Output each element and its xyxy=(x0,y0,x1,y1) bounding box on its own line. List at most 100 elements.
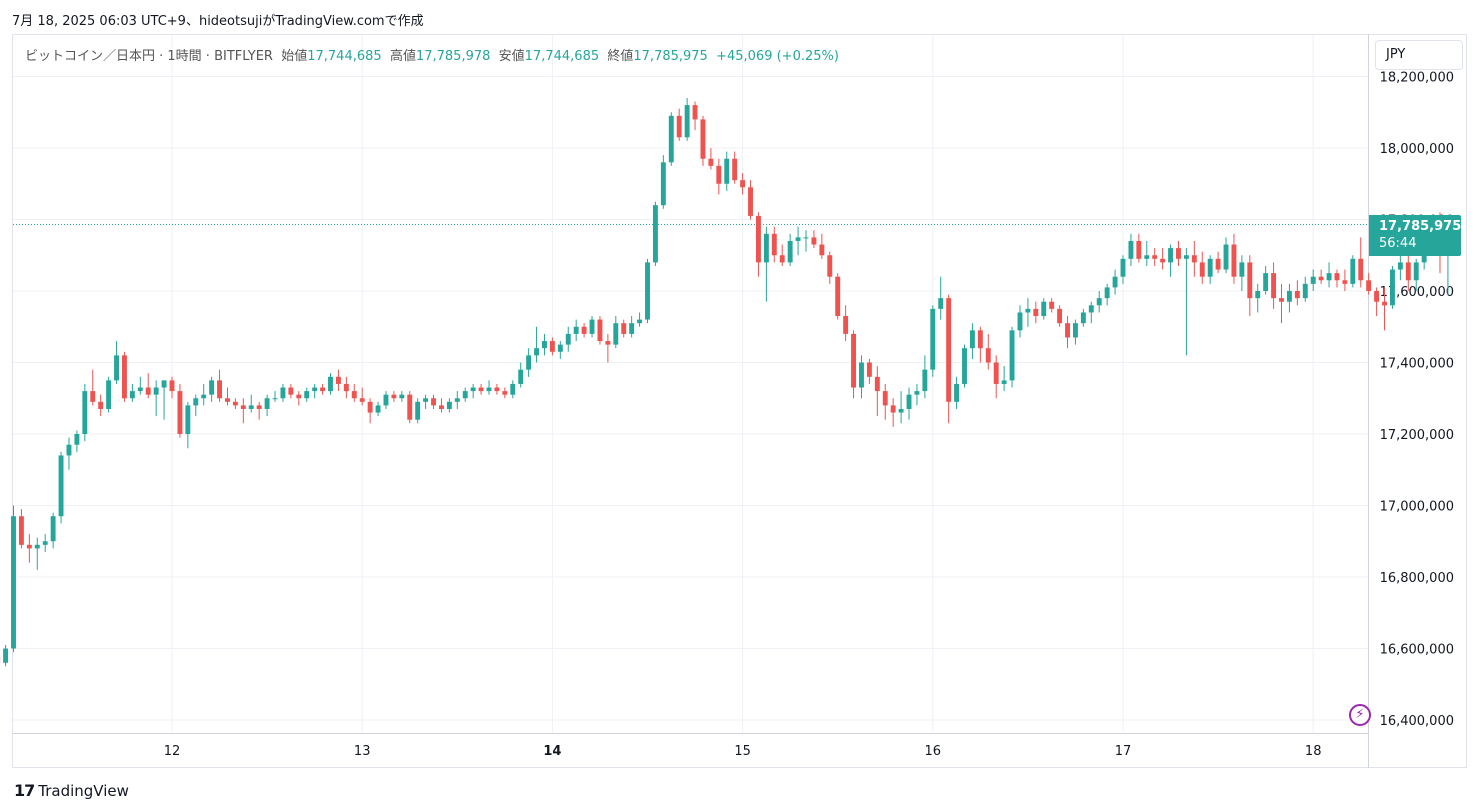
candle-body[interactable] xyxy=(938,298,944,309)
candle-body[interactable] xyxy=(106,380,112,409)
candle-body[interactable] xyxy=(423,398,429,402)
candle-body[interactable] xyxy=(1096,298,1102,306)
candle-body[interactable] xyxy=(129,391,135,399)
candle-body[interactable] xyxy=(11,516,16,649)
candle-body[interactable] xyxy=(629,323,635,334)
candle-body[interactable] xyxy=(1286,291,1292,302)
candle-body[interactable] xyxy=(1160,258,1166,263)
candle-body[interactable] xyxy=(1223,244,1229,270)
candle-body[interactable] xyxy=(486,387,492,392)
candle-body[interactable] xyxy=(1263,273,1269,291)
candle-body[interactable] xyxy=(549,341,555,352)
candle-body[interactable] xyxy=(256,405,262,409)
candle-body[interactable] xyxy=(494,387,500,392)
candle-body[interactable] xyxy=(137,387,143,392)
candle-body[interactable] xyxy=(684,105,690,138)
candle-body[interactable] xyxy=(470,387,476,392)
candle-body[interactable] xyxy=(391,394,397,399)
candle-body[interactable] xyxy=(914,391,920,395)
candle-body[interactable] xyxy=(312,387,318,392)
candle-body[interactable] xyxy=(787,240,793,263)
candle-body[interactable] xyxy=(954,383,960,402)
candle-body[interactable] xyxy=(542,341,547,349)
candle-body[interactable] xyxy=(50,516,56,542)
candle-body[interactable] xyxy=(161,380,167,388)
candle-body[interactable] xyxy=(1065,323,1070,338)
candle-body[interactable] xyxy=(446,401,452,409)
currency-selector[interactable]: JPY xyxy=(1375,40,1463,70)
candle-body[interactable] xyxy=(248,405,254,409)
candle-body[interactable] xyxy=(763,233,769,263)
candle-body[interactable] xyxy=(502,391,508,395)
candle-body[interactable] xyxy=(438,405,444,409)
candle-body[interactable] xyxy=(114,355,119,381)
candle-body[interactable] xyxy=(1350,258,1356,284)
candle-body[interactable] xyxy=(1183,255,1189,259)
candle-body[interactable] xyxy=(153,387,159,395)
candle-body[interactable] xyxy=(740,180,746,188)
candle-body[interactable] xyxy=(145,387,151,395)
candle-body[interactable] xyxy=(866,362,872,377)
candle-body[interactable] xyxy=(660,162,666,206)
candle-body[interactable] xyxy=(1271,273,1277,299)
candle-body[interactable] xyxy=(676,115,682,138)
candle-body[interactable] xyxy=(1120,258,1126,277)
candle-body[interactable] xyxy=(795,237,801,241)
candle-body[interactable] xyxy=(193,398,199,406)
candle-body[interactable] xyxy=(510,383,516,395)
candle-body[interactable] xyxy=(1112,276,1118,288)
candle-body[interactable] xyxy=(1025,308,1031,313)
candle-body[interactable] xyxy=(462,391,468,399)
candle-body[interactable] xyxy=(1009,330,1015,381)
candle-body[interactable] xyxy=(1041,301,1047,317)
candle-body[interactable] xyxy=(1215,258,1221,270)
candle-body[interactable] xyxy=(565,333,571,345)
candle-body[interactable] xyxy=(668,115,674,163)
candle-body[interactable] xyxy=(851,333,857,388)
candle-body[interactable] xyxy=(74,434,80,445)
candle-body[interactable] xyxy=(1413,262,1419,281)
candle-body[interactable] xyxy=(1389,269,1395,306)
candle-body[interactable] xyxy=(1374,291,1380,302)
candle-body[interactable] xyxy=(1057,308,1063,324)
candle-body[interactable] xyxy=(993,362,999,384)
candle-body[interactable] xyxy=(597,319,603,342)
candle-body[interactable] xyxy=(930,308,936,370)
candle-body[interactable] xyxy=(431,398,436,406)
candle-body[interactable] xyxy=(1199,262,1205,277)
candle-body[interactable] xyxy=(1144,255,1150,259)
candle-body[interactable] xyxy=(217,380,223,399)
candle-body[interactable] xyxy=(621,323,627,334)
candle-body[interactable] xyxy=(977,330,983,349)
candle-body[interactable] xyxy=(827,255,833,277)
candle-body[interactable] xyxy=(985,348,991,363)
candle-body[interactable] xyxy=(637,319,643,324)
candle-body[interactable] xyxy=(819,244,825,256)
chart-frame[interactable] xyxy=(12,34,1467,768)
candle-body[interactable] xyxy=(359,398,365,402)
symbol-label[interactable]: ビットコイン／日本円 · 1時間 · BITFLYER xyxy=(25,49,273,64)
candle-body[interactable] xyxy=(874,376,880,392)
candle-body[interactable] xyxy=(1366,280,1372,291)
candle-body[interactable] xyxy=(605,341,611,345)
bolt-icon[interactable]: ⚡ xyxy=(1349,704,1371,726)
candle-body[interactable] xyxy=(225,398,230,402)
candle-body[interactable] xyxy=(581,326,587,334)
candle-body[interactable] xyxy=(272,398,278,400)
candle-body[interactable] xyxy=(82,391,88,434)
candle-body[interactable] xyxy=(716,165,722,184)
candle-body[interactable] xyxy=(692,105,698,120)
candle-body[interactable] xyxy=(557,344,563,352)
candle-body[interactable] xyxy=(1080,312,1086,324)
candle-body[interactable] xyxy=(526,355,532,370)
candle-body[interactable] xyxy=(66,444,72,456)
candle-body[interactable] xyxy=(1294,291,1300,299)
candle-body[interactable] xyxy=(42,541,48,545)
candle-body[interactable] xyxy=(280,387,286,399)
candle-body[interactable] xyxy=(1033,308,1039,317)
candle-body[interactable] xyxy=(803,237,809,239)
candle-body[interactable] xyxy=(1207,258,1213,277)
candle-body[interactable] xyxy=(946,298,952,402)
candle-body[interactable] xyxy=(177,391,183,434)
brand-footer[interactable]: 17 TradingView xyxy=(14,781,129,800)
